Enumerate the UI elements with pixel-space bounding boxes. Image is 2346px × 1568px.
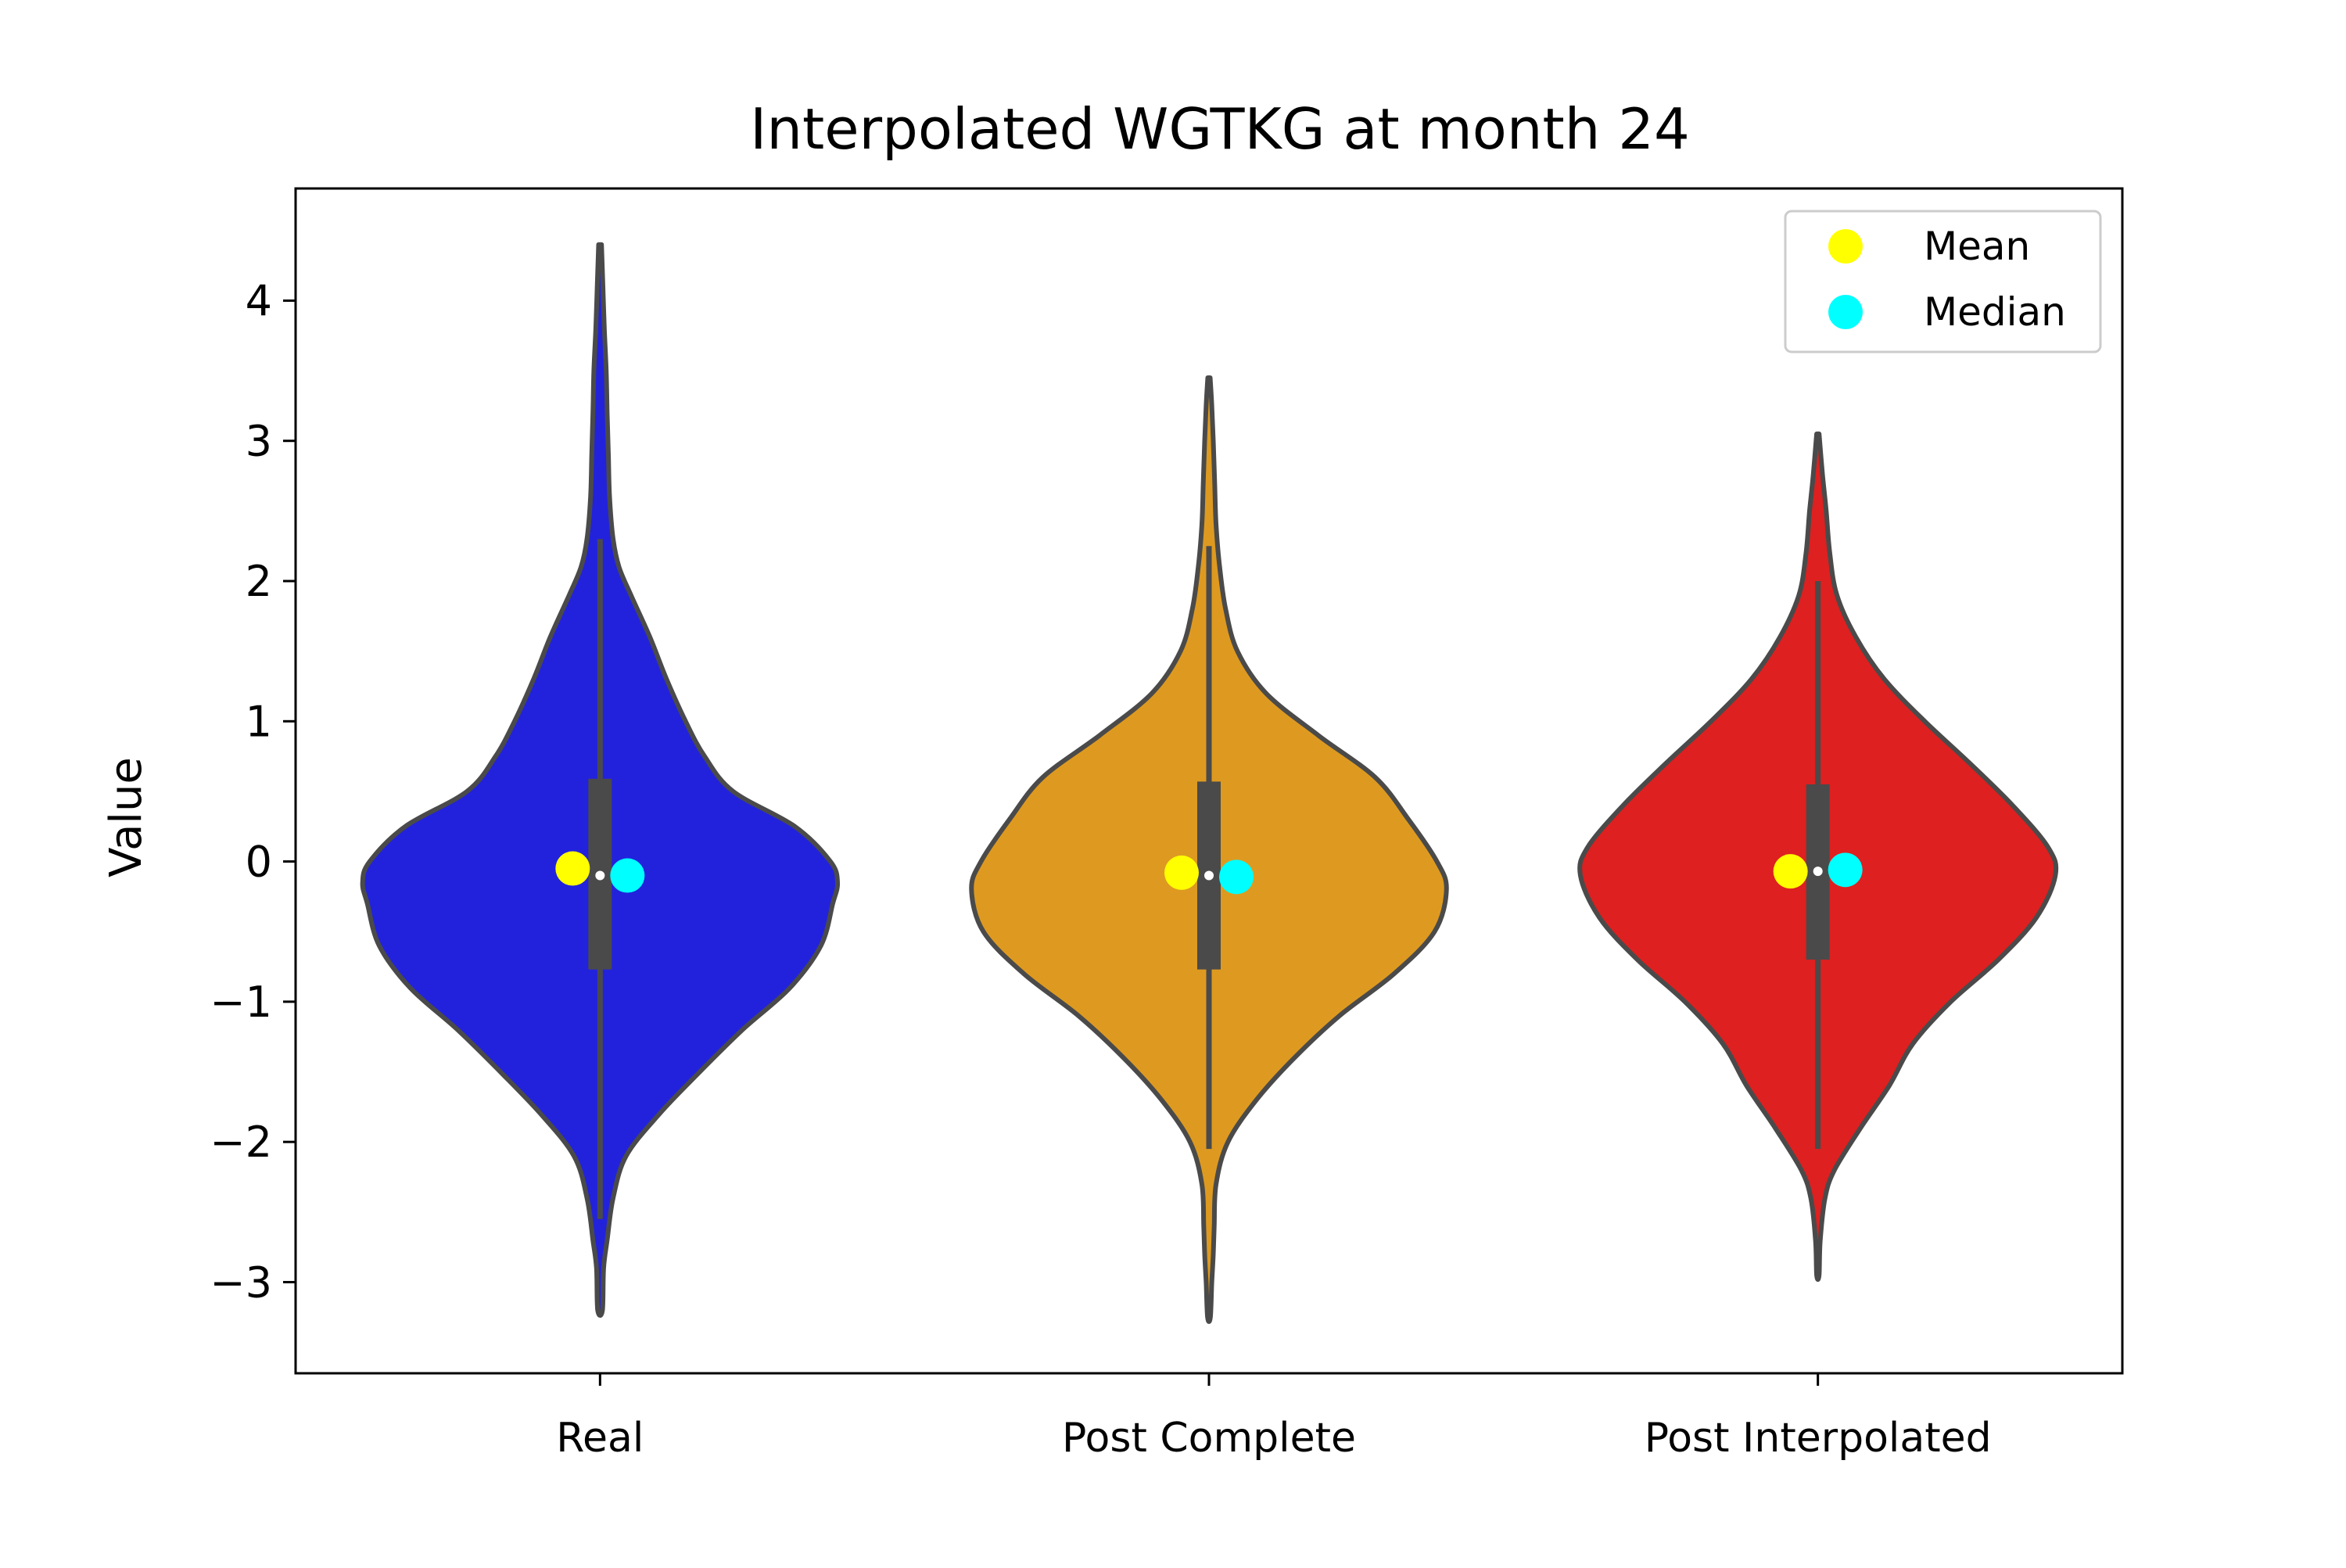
legend-box [1784,210,2102,353]
x-tick-label: Post Complete [1062,1415,1356,1462]
y-tick-label: −1 [210,978,272,1027]
violin-median-dot [1813,867,1823,877]
median-marker [610,858,645,893]
median-marker [1828,852,1863,888]
chart-title: Interpolated WGTKG at month 24 [750,96,1690,162]
violin-median-dot [595,870,605,881]
y-tick-label: −3 [210,1258,272,1307]
x-axis: Real Post Complete Post Interpolated [556,1373,1992,1462]
legend: Mean Median [1784,210,2102,353]
x-tick-label: Real [556,1415,644,1462]
legend-label: Mean [1924,224,2030,269]
violin-post-interpolated [1577,431,2059,1283]
mean-marker [1773,854,1808,889]
legend-marker [1828,295,1863,329]
median-marker [1219,859,1254,895]
y-tick-label: 3 [246,417,272,466]
violin-post-complete [969,375,1449,1324]
y-tick-label: −2 [210,1118,272,1167]
legend-label: Median [1924,289,2066,335]
y-axis: −3 −2 −1 0 1 2 3 4 [210,276,296,1307]
mean-marker [555,851,590,886]
y-tick-label: 4 [246,276,272,325]
mean-marker [1164,855,1199,890]
violin-real [360,242,841,1319]
x-tick-label: Post Interpolated [1645,1415,1992,1462]
violin-median-dot [1204,870,1214,881]
legend-marker [1828,229,1863,264]
y-tick-label: 2 [246,557,272,606]
y-tick-label: 1 [246,697,272,746]
y-tick-label: 0 [246,838,272,887]
plot-area [360,242,2059,1324]
y-axis-label: Value [101,757,152,877]
